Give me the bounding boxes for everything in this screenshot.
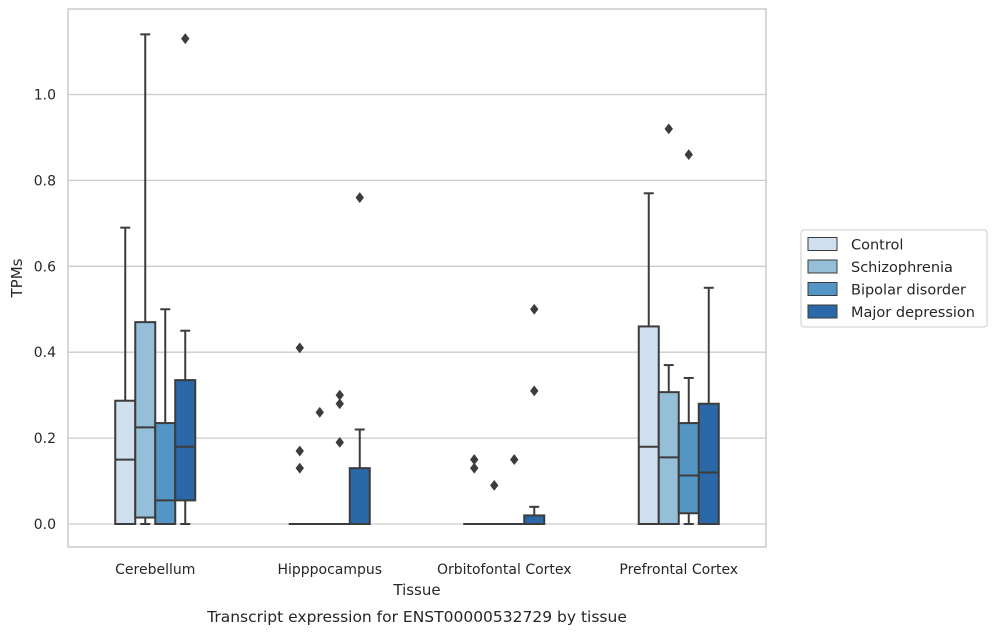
box-3-1: [348, 192, 371, 526]
box-1-2: [483, 479, 506, 526]
y-tick-label: 0.4: [34, 345, 56, 361]
chart-caption: Transcript expression for ENST0000053272…: [206, 608, 627, 626]
box-body: [637, 325, 660, 525]
box-3-0: [174, 33, 197, 525]
box-1-1: [308, 406, 331, 526]
legend-swatch: [807, 259, 838, 274]
box-body: [523, 514, 546, 525]
y-tick-label: 0.8: [34, 173, 56, 189]
y-axis-label: TPMs: [8, 258, 26, 298]
box-2-1: [328, 389, 351, 526]
legend-swatch: [807, 282, 838, 296]
box-1-3: [657, 123, 680, 525]
outlier-point: [510, 454, 519, 465]
box-2-3: [677, 149, 700, 525]
legend-label: Bipolar disorder: [851, 283, 966, 299]
outlier-point: [530, 385, 539, 397]
legend-label: Control: [851, 238, 903, 254]
y-tick-label: 0.2: [34, 431, 56, 447]
outlier-point: [295, 462, 304, 474]
box-0-2: [463, 454, 486, 526]
outlier-point: [664, 123, 673, 135]
box-body: [677, 422, 700, 515]
x-axis-label: Tissue: [392, 581, 440, 599]
outlier-point: [335, 436, 344, 448]
legend: Control Schizophrenia Bipolar disorder Majo…: [800, 229, 988, 328]
y-tick-label: 0.0: [34, 517, 56, 533]
legend-label: Major depression: [851, 305, 975, 321]
outlier-point: [684, 149, 693, 161]
box-2-2: [503, 454, 526, 526]
box-0-3: [637, 192, 660, 525]
box-body: [348, 467, 371, 526]
outlier-point: [490, 479, 499, 491]
outlier-point: [295, 342, 304, 354]
box-3-2: [523, 303, 546, 525]
box-1-0: [134, 33, 157, 525]
x-tick-label: Hipppocampus: [277, 562, 382, 578]
box-0-1: [288, 342, 311, 526]
box-0-0: [114, 226, 137, 525]
outlier-point: [470, 454, 479, 465]
outlier-point: [315, 406, 324, 418]
box-body: [174, 379, 197, 502]
box-3-3: [697, 286, 720, 525]
outlier-point: [335, 398, 344, 410]
boxes: [114, 33, 720, 526]
box-body: [134, 321, 157, 519]
y-tick-label: 1.0: [34, 88, 56, 104]
outlier-point: [470, 462, 479, 474]
outlier-point: [295, 445, 304, 457]
y-axis-ticks: 0.0 0.2 0.4 0.6 0.8 1.0: [34, 88, 56, 534]
outlier-point: [530, 303, 539, 315]
x-axis-ticks: Cerebellum Hipppocampus Orbitofontal Corte…: [115, 562, 738, 578]
box-body: [154, 422, 177, 526]
outlier-point: [335, 389, 344, 401]
legend-label: Schizophrenia: [851, 260, 953, 276]
x-tick-label: Prefrontal Cortex: [619, 562, 738, 578]
legend-swatch: [807, 237, 838, 251]
x-tick-label: Orbitofontal Cortex: [437, 562, 572, 578]
legend-frame: [800, 229, 988, 328]
legend-swatch: [807, 304, 838, 319]
x-tick-label: Cerebellum: [115, 562, 195, 578]
outlier-point: [355, 192, 364, 203]
plot-frame: [67, 8, 767, 548]
y-tick-label: 0.6: [34, 259, 56, 275]
box-body: [114, 399, 137, 525]
box-2-0: [154, 308, 177, 526]
box-body: [697, 402, 720, 525]
outlier-point: [181, 33, 190, 45]
